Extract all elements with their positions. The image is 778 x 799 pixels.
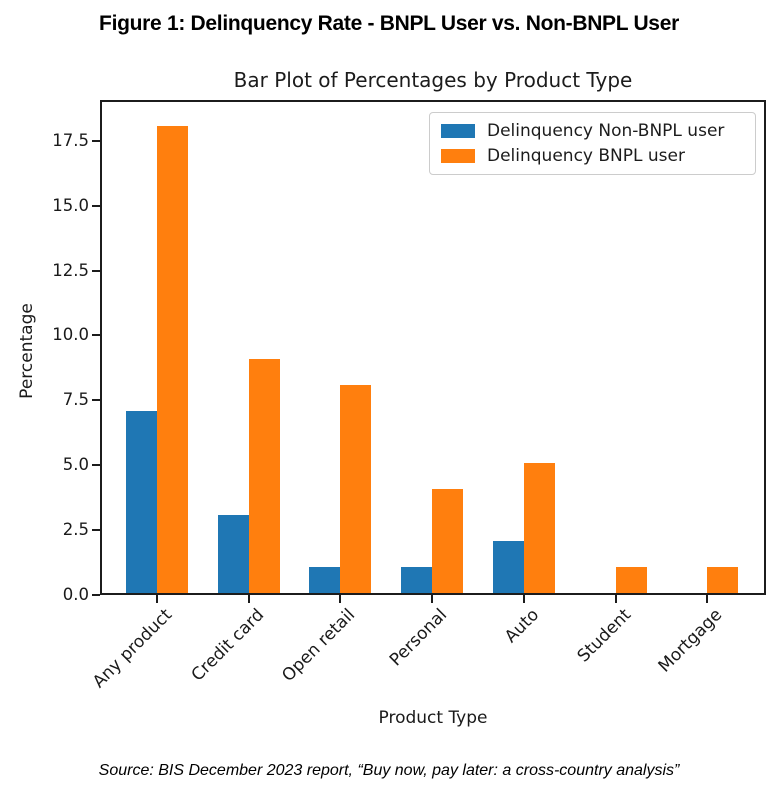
legend-label: Delinquency BNPL user: [487, 146, 685, 166]
figure-title: Figure 1: Delinquency Rate - BNPL User v…: [99, 12, 679, 35]
x-tick-label: Any product: [88, 605, 177, 693]
bar-bnpl-6: [707, 567, 739, 593]
x-tick-mark: [431, 595, 434, 603]
x-tick-mark: [522, 595, 525, 603]
bar-bnpl-2: [340, 385, 372, 593]
bar-bnpl-0: [157, 125, 188, 593]
y-tick-mark: [92, 529, 100, 532]
y-tick-label: 15.0: [52, 195, 89, 215]
x-tick-label: Student: [573, 605, 635, 667]
x-tick-label: Open retail: [278, 605, 360, 686]
x-tick-mark: [247, 595, 250, 603]
x-axis-label: Product Type: [378, 708, 488, 728]
bar-bnpl-1: [248, 359, 280, 593]
x-tick-mark: [156, 595, 158, 603]
x-tick-mark: [614, 595, 617, 603]
y-tick-label: 17.5: [52, 130, 89, 150]
bar-bnpl-5: [615, 567, 647, 593]
bar-bnpl-4: [523, 463, 555, 593]
x-tick-label: Personal: [385, 605, 452, 671]
legend-item: Delinquency Non-BNPL user: [441, 121, 744, 141]
chart-title: Bar Plot of Percentages by Product Type: [233, 68, 633, 92]
y-tick-label: 0.0: [62, 585, 89, 604]
y-tick-label: 12.5: [52, 260, 89, 280]
y-tick-label: 2.5: [62, 520, 89, 540]
y-tick-mark: [92, 464, 100, 467]
legend-swatch-nonbnpl: [441, 124, 475, 138]
bar-nonbnpl-3: [401, 567, 433, 593]
legend-label: Delinquency Non-BNPL user: [487, 121, 725, 141]
x-tick-label: Credit card: [187, 605, 268, 686]
legend-item: Delinquency BNPL user: [441, 146, 744, 166]
plot-area: Delinquency Non-BNPL user Delinquency BNP…: [100, 100, 766, 595]
legend: Delinquency Non-BNPL user Delinquency BNP…: [429, 112, 756, 175]
y-axis-label: Percentage: [17, 303, 37, 399]
bar-nonbnpl-0: [126, 411, 157, 593]
legend-swatch-bnpl: [441, 149, 475, 163]
y-tick-mark: [92, 269, 100, 272]
x-tick-mark: [339, 595, 342, 603]
y-tick-mark: [92, 204, 100, 207]
y-tick-mark: [92, 399, 100, 402]
x-tick-label: Mortgage: [654, 605, 727, 677]
y-tick-mark: [92, 594, 100, 596]
y-tick-label: 10.0: [52, 325, 89, 345]
x-tick-mark: [706, 595, 709, 603]
bar-nonbnpl-4: [492, 541, 524, 593]
bar-nonbnpl-1: [217, 515, 249, 593]
bar-bnpl-3: [432, 489, 464, 593]
y-tick-label: 5.0: [62, 455, 89, 475]
y-tick-label: 7.5: [62, 390, 89, 410]
source-note: Source: BIS December 2023 report, “Buy n…: [98, 762, 680, 779]
bar-nonbnpl-2: [309, 567, 341, 593]
x-tick-label: Auto: [500, 605, 543, 648]
y-tick-mark: [92, 139, 100, 142]
y-tick-mark: [92, 334, 100, 337]
